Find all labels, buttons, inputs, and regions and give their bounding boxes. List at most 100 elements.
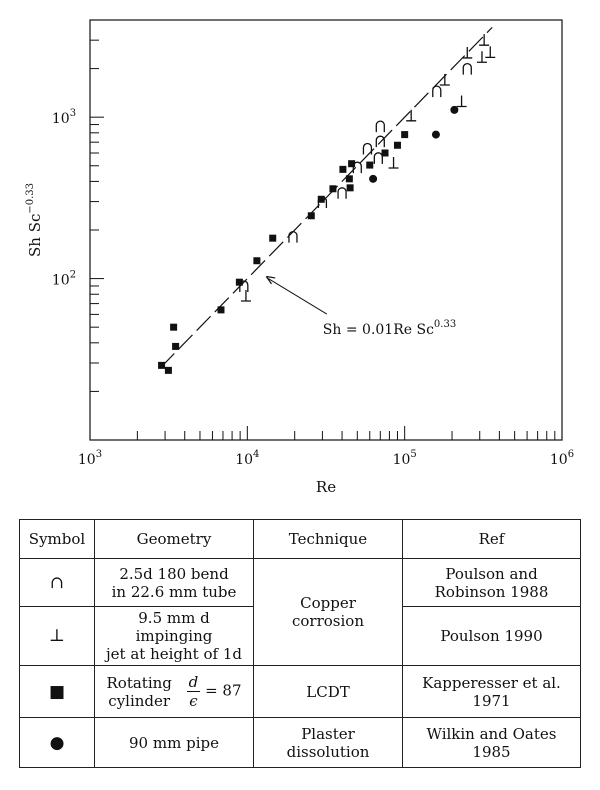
x-tick-label: 106: [550, 449, 574, 468]
legend-row-jet: ⊥ 9.5 mm d impinging jet at height of 1d…: [19, 606, 581, 666]
technique-lcdt: LCDT: [253, 665, 403, 718]
point-bend: [375, 135, 385, 148]
annotation-arrow: [268, 278, 328, 315]
y-tick-label-exponent: 3: [70, 108, 76, 119]
point-cylinder: [235, 278, 243, 286]
fit-line: [159, 26, 493, 369]
geometry-bend-line2: in 22.6 mm tube: [111, 582, 237, 601]
point-bend: [362, 142, 373, 155]
header-geometry: Geometry: [94, 519, 254, 559]
point-jet: [439, 73, 450, 86]
annotation-arrowhead: [265, 275, 276, 285]
point-jet: [406, 109, 417, 122]
geometry-bend-line1: 2.5d 180 bend: [119, 564, 229, 583]
legend-row-pipe: ● 90 mm pipe Plaster dissolution Wilkin …: [19, 717, 581, 768]
plot-frame: [89, 19, 563, 441]
annotation-text: Sh = 0.01Re Sc0.33: [323, 319, 456, 338]
point-cylinder: [217, 306, 225, 314]
legend-row-bend: ∩ 2.5d 180 bend in 22.6 mm tube Copper c…: [19, 558, 581, 666]
y-tick-label-exponent: 2: [70, 270, 76, 281]
point-jet: [485, 46, 496, 59]
symbol-jet: ⊥: [19, 606, 95, 666]
geometry-cylinder-line2: cylinder: [108, 691, 171, 710]
point-cylinder: [366, 161, 374, 169]
point-cylinder: [381, 149, 389, 157]
point-jet: [462, 46, 473, 59]
ref-bend-line1: Poulson and: [445, 564, 538, 583]
point-bend: [288, 230, 298, 243]
technique-copper: Copper corrosion: [253, 558, 403, 666]
x-tick-label-exponent: 3: [96, 449, 102, 460]
point-cylinder: [346, 184, 354, 192]
x-tick-label-exponent: 5: [410, 449, 416, 460]
y-axis-label-exponent: −0.33: [25, 183, 36, 214]
symbol-bend: ∩: [19, 558, 95, 607]
point-cylinder: [269, 234, 277, 242]
symbol-pipe: ●: [19, 717, 95, 768]
point-pipe: [431, 130, 440, 139]
point-jet: [456, 95, 467, 108]
header-symbol: Symbol: [19, 519, 95, 559]
point-cylinder: [317, 195, 325, 203]
point-bend: [462, 62, 472, 75]
geometry-jet: 9.5 mm d impinging jet at height of 1d: [94, 606, 254, 666]
geometry-cylinder: Rotating cylinder d ϵ = 87: [94, 665, 254, 718]
y-axis-label: Sh Sc−0.33: [25, 183, 44, 257]
header-technique: Technique: [253, 519, 403, 559]
x-tick-label: 104: [235, 449, 259, 468]
point-cylinder: [401, 131, 409, 139]
chart: 103 104 105 106 102 103 Re Sh Sc−0.33 Sh = 0.01R…: [25, 19, 574, 496]
ref-jet: Poulson 1990: [402, 606, 581, 666]
point-bend: [337, 187, 347, 199]
ratio-fraction: d ϵ: [186, 673, 201, 710]
point-bend: [432, 85, 442, 98]
y-tick-label: 103: [52, 108, 76, 127]
point-bend: [373, 152, 383, 164]
point-cylinder: [393, 141, 401, 149]
point-cylinder: [170, 323, 178, 331]
point-cylinder: [158, 361, 166, 369]
point-cylinder: [348, 160, 356, 168]
legend-table: Symbol Geometry Technique Ref ∩ 2.5d 180…: [19, 519, 581, 768]
point-bend: [375, 120, 385, 133]
y-tick-label: 102: [52, 270, 76, 289]
point-cylinder: [345, 175, 353, 183]
point-cylinder: [164, 366, 172, 374]
x-tick-label: 105: [393, 449, 417, 468]
x-tick-label-exponent: 4: [253, 449, 259, 460]
geometry-jet-line2: jet at height of 1d: [106, 645, 242, 663]
point-jet: [479, 34, 490, 46]
geometry-pipe: 90 mm pipe: [94, 717, 254, 768]
technique-plaster-line1: Plaster: [301, 724, 355, 743]
technique-plaster-line2: dissolution: [286, 742, 370, 761]
ref-bend-line2: Robinson 1988: [434, 582, 549, 601]
axes: [89, 19, 563, 441]
legend-header-row: Symbol Geometry Technique Ref: [19, 519, 581, 559]
point-cylinder: [307, 212, 315, 220]
fraction-value: = 87: [205, 681, 242, 700]
data-marks: [158, 26, 496, 374]
technique-copper-line1: Copper: [300, 594, 356, 612]
x-tick-label-exponent: 6: [568, 449, 574, 460]
point-cylinder: [253, 257, 261, 265]
axis-labels: 103 104 105 106 102 103 Re Sh Sc−0.33 Sh = 0.01R…: [25, 108, 574, 496]
point-cylinder: [329, 185, 337, 193]
legend-row-cylinder: ■ Rotating cylinder d ϵ = 87 LCDT Kapper…: [19, 665, 581, 718]
point-cylinder: [172, 342, 180, 350]
ref-cylinder: Kapperesser et al. 1971: [402, 665, 581, 718]
point-jet: [388, 157, 399, 169]
ref-pipe: Wilkin and Oates 1985: [402, 717, 581, 768]
geometry-bend: 2.5d 180 bend in 22.6 mm tube: [94, 558, 254, 607]
point-jet: [240, 290, 251, 302]
technique-plaster: Plaster dissolution: [253, 717, 403, 768]
geometry-cylinder-line1: Rotating: [106, 673, 172, 692]
annotation-exponent: 0.33: [434, 319, 456, 330]
point-pipe: [369, 174, 378, 183]
symbol-cylinder: ■: [19, 665, 95, 718]
point-cylinder: [339, 165, 347, 173]
header-ref: Ref: [402, 519, 581, 559]
geometry-jet-line1: 9.5 mm d impinging: [135, 609, 213, 645]
x-axis-label: Re: [316, 478, 336, 496]
ref-bend: Poulson and Robinson 1988: [402, 558, 581, 607]
technique-copper-line2: corrosion: [292, 612, 364, 630]
